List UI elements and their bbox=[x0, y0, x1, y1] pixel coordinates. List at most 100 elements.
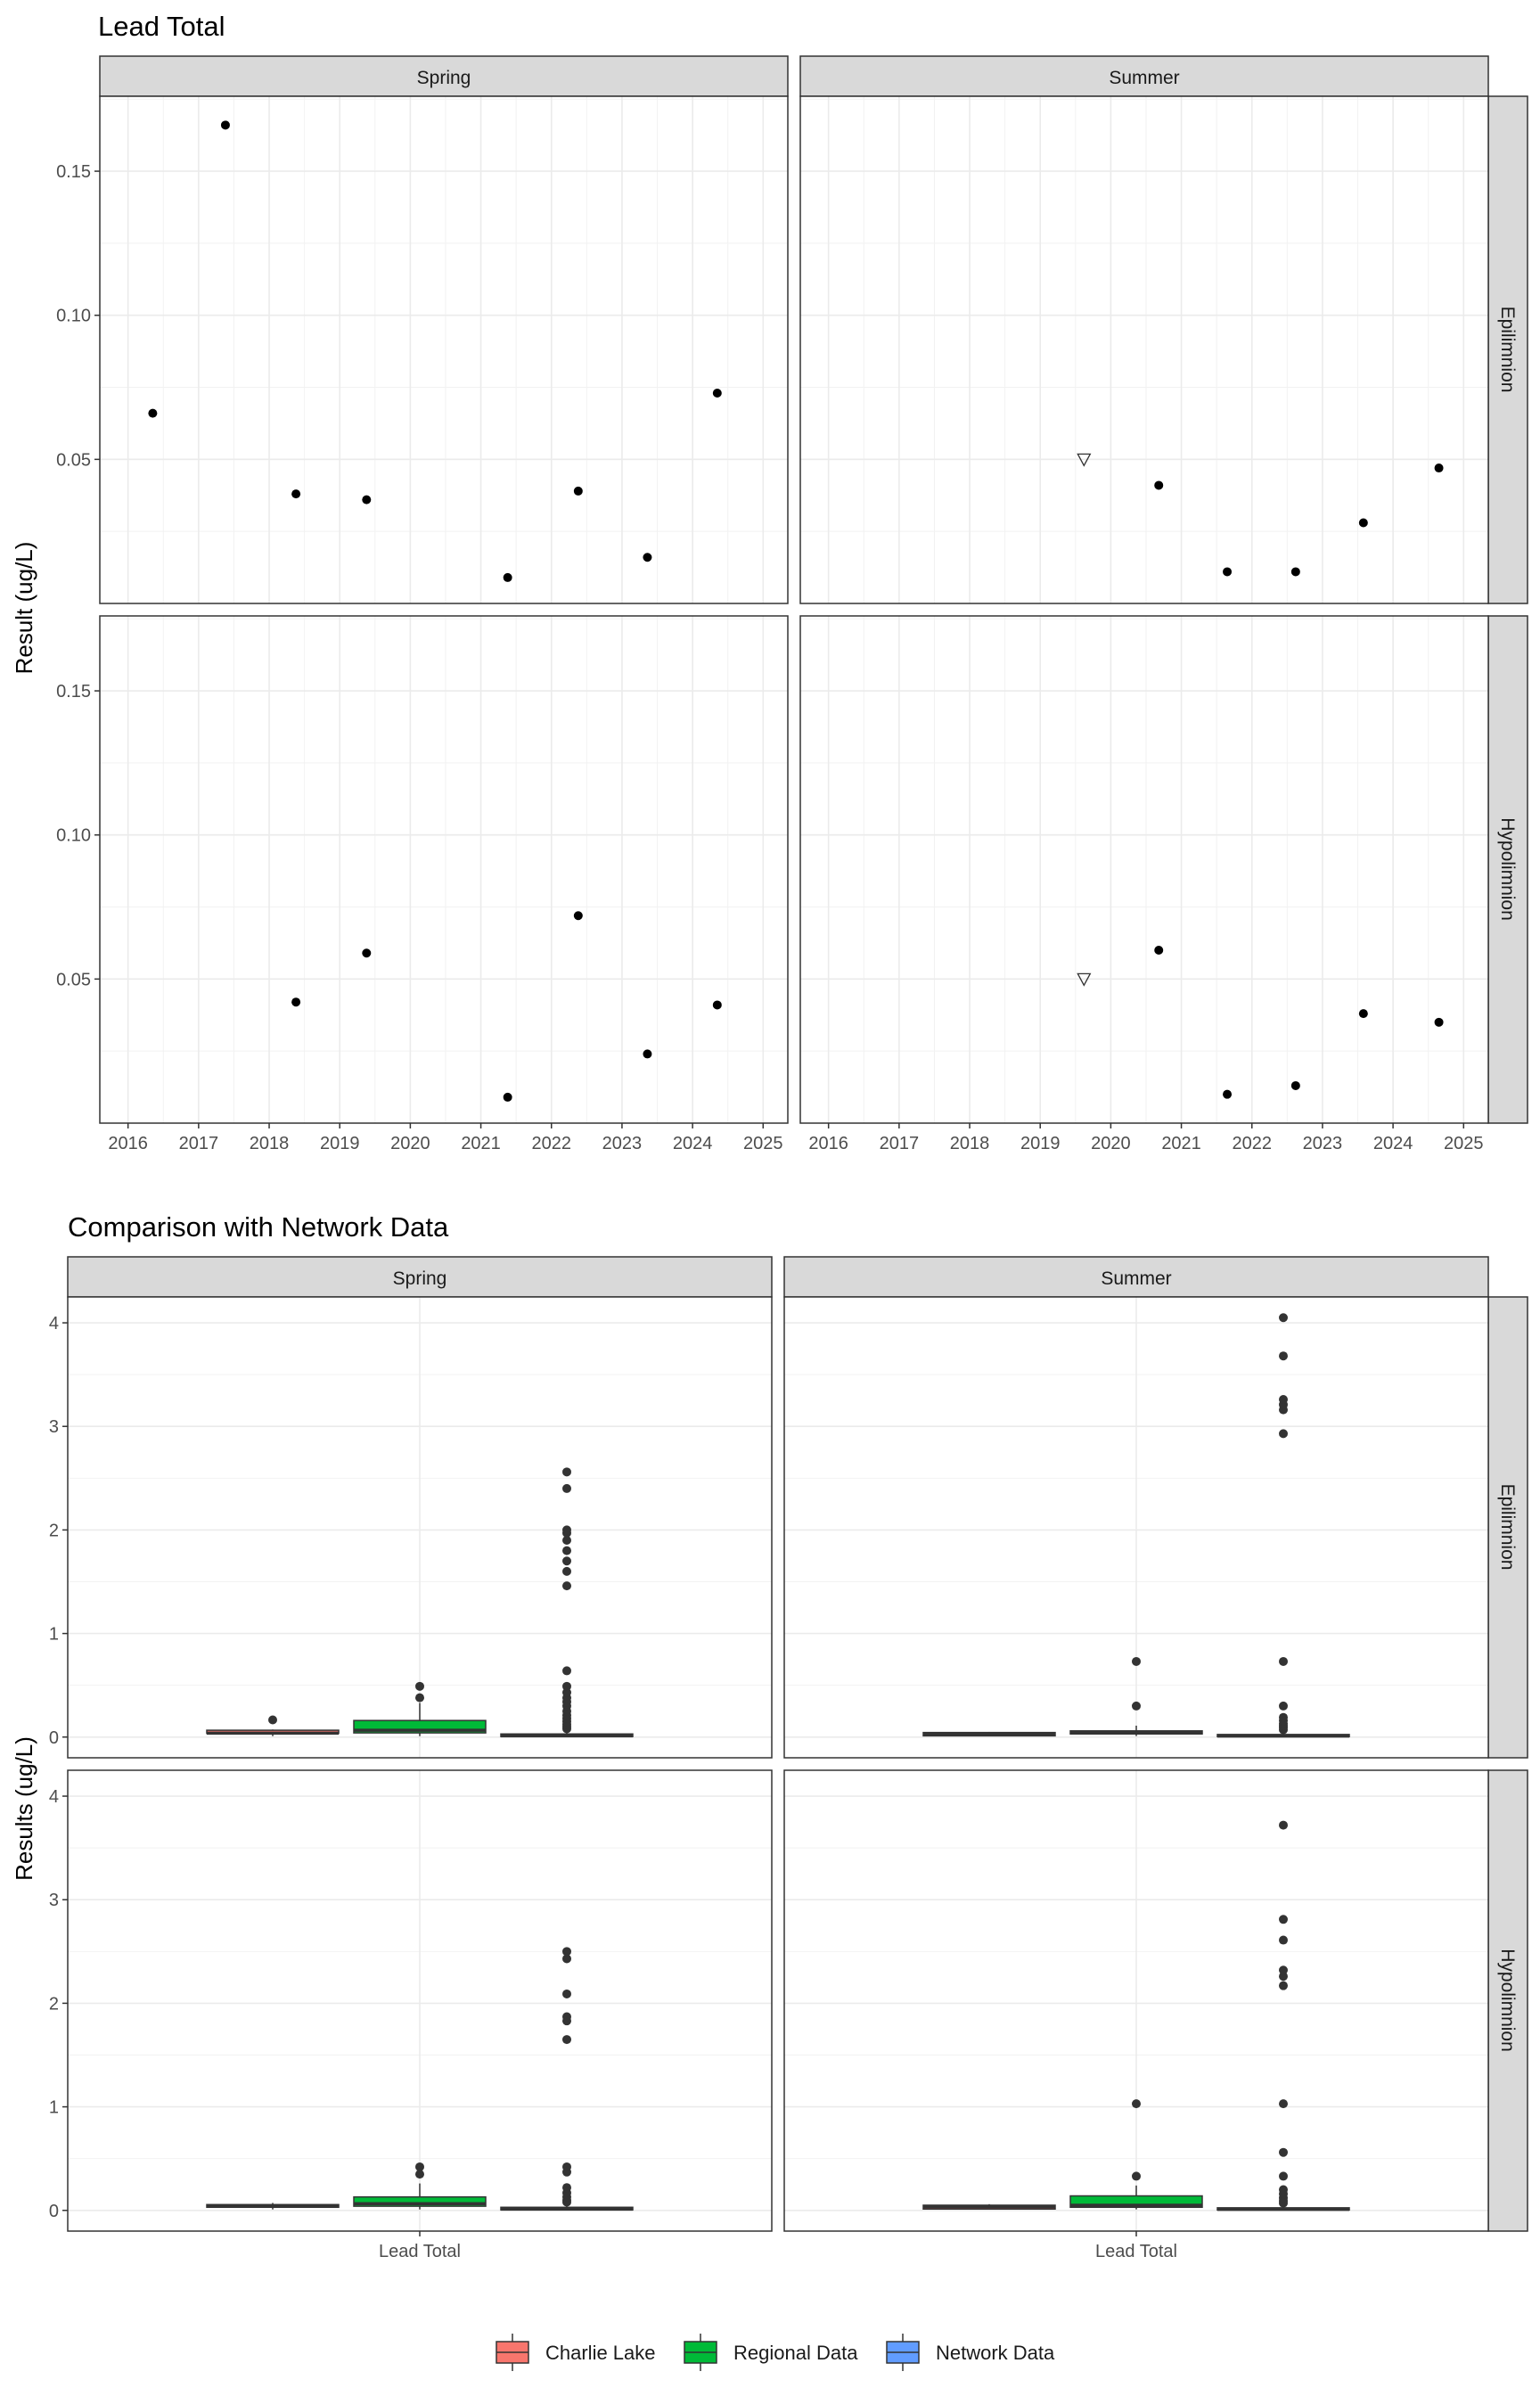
c2-outlier bbox=[562, 1681, 571, 1691]
c1-x-tick-label: 2021 bbox=[461, 1134, 501, 1153]
legend-label: Network Data bbox=[936, 2342, 1055, 2364]
c1-x-tick-label: 2019 bbox=[320, 1134, 360, 1153]
c2-outlier bbox=[1132, 1656, 1141, 1666]
c2-y-tick-label: 0 bbox=[49, 1728, 59, 1748]
c1-x-tick-label: 2016 bbox=[808, 1134, 848, 1153]
chart1-x-axis: 2016 2017 2018 2019 2020 2021 2022 2023 2024 2025… bbox=[108, 1123, 1484, 1153]
chart1-y-axis: 0.05 0.10 0.15 0.05 0.10 0.15 bbox=[56, 162, 100, 989]
c2-y-tick-label: 4 bbox=[49, 1787, 59, 1807]
c1-panel-bg bbox=[100, 96, 788, 603]
c2-outlier bbox=[1279, 1395, 1288, 1405]
c1-x-tick-label: 2023 bbox=[1303, 1134, 1343, 1153]
legend: Charlie Lake Regional Data Network Data bbox=[496, 2334, 1055, 2371]
c2-outlier bbox=[1279, 1965, 1288, 1975]
c1-point bbox=[573, 486, 583, 496]
c1-strip-spring bbox=[99, 55, 789, 97]
c1-point bbox=[1290, 567, 1300, 577]
c2-outlier bbox=[415, 2170, 424, 2179]
c1-x-tick-label: 2022 bbox=[531, 1134, 571, 1153]
c2-y-tick-label: 3 bbox=[49, 1891, 59, 1910]
c1-point bbox=[148, 408, 158, 418]
c2-outlier bbox=[1279, 1981, 1288, 1990]
c2-outlier bbox=[562, 2183, 571, 2193]
c1-strip-summer bbox=[799, 55, 1489, 97]
c2-y-tick-label: 2 bbox=[49, 1521, 59, 1540]
c1-strip-epilimnion bbox=[1487, 95, 1528, 604]
c2-panel-border bbox=[783, 1296, 1489, 1759]
c2-strip-summer bbox=[783, 1256, 1489, 1298]
c2-outlier bbox=[268, 1715, 277, 1725]
c2-outlier bbox=[562, 1483, 571, 1493]
c2-outlier bbox=[415, 2162, 424, 2171]
c2-outlier bbox=[1132, 2099, 1141, 2109]
c2-y-tick-label: 4 bbox=[49, 1314, 59, 1333]
c1-x-tick-label: 2021 bbox=[1161, 1134, 1201, 1153]
legend-label: Charlie Lake bbox=[545, 2342, 656, 2364]
c2-outlier bbox=[1279, 2171, 1288, 2181]
c1-point bbox=[712, 1000, 722, 1010]
c2-outlier bbox=[562, 2162, 571, 2171]
c1-panel-border bbox=[799, 615, 1489, 1124]
legend-item: Regional Data bbox=[684, 2334, 858, 2371]
c2-outlier bbox=[562, 1989, 571, 1998]
c1-y-tick-label: 0.05 bbox=[56, 450, 91, 470]
c1-x-tick-label: 2019 bbox=[1020, 1134, 1061, 1153]
c2-outlier bbox=[1279, 2099, 1288, 2109]
c1-x-tick-label: 2025 bbox=[1444, 1134, 1484, 1153]
c2-outlier bbox=[562, 1536, 571, 1546]
c1-x-tick-label: 2018 bbox=[250, 1134, 290, 1153]
c1-point bbox=[291, 997, 301, 1007]
c1-point bbox=[220, 120, 230, 130]
c1-panel-bg bbox=[800, 616, 1488, 1123]
c1-point bbox=[503, 572, 512, 582]
c1-panel-bg bbox=[100, 616, 788, 1123]
chart2-title: Comparison with Network Data bbox=[68, 1211, 449, 1243]
c2-outlier bbox=[1279, 1701, 1288, 1711]
c2-strip-hypolimnion bbox=[1487, 1769, 1528, 2232]
legend-item: Network Data bbox=[886, 2334, 1055, 2371]
c2-outlier bbox=[1279, 2185, 1288, 2195]
c1-point bbox=[362, 495, 372, 505]
c2-outlier bbox=[1132, 1701, 1141, 1711]
c2-box bbox=[353, 2195, 487, 2207]
chart1-panels bbox=[99, 95, 1489, 1124]
c2-outlier bbox=[1279, 1351, 1288, 1361]
c2-panel-border bbox=[67, 1296, 773, 1759]
c2-outlier bbox=[1279, 1313, 1288, 1323]
c1-x-tick-label: 2022 bbox=[1232, 1134, 1272, 1153]
c1-x-tick-label: 2025 bbox=[743, 1134, 783, 1153]
c2-outlier bbox=[1279, 2147, 1288, 2157]
c2-y-tick-label: 1 bbox=[49, 1625, 59, 1645]
c1-x-tick-label: 2017 bbox=[880, 1134, 920, 1153]
c1-point bbox=[1434, 464, 1444, 473]
c2-strip-summer-label: Summer bbox=[1101, 1268, 1171, 1289]
c2-y-tick-label: 3 bbox=[49, 1417, 59, 1437]
c1-point bbox=[573, 911, 583, 921]
c2-outlier bbox=[562, 2035, 571, 2045]
c2-outlier bbox=[562, 1525, 571, 1535]
c1-strip-epilimnion-label: Epilimnion bbox=[1497, 307, 1518, 393]
c2-outlier bbox=[562, 2012, 571, 2022]
c1-panel-border bbox=[99, 95, 789, 604]
c2-strip-epilimnion bbox=[1487, 1296, 1528, 1759]
c1-x-tick-label: 2017 bbox=[179, 1134, 219, 1153]
c2-outlier bbox=[1279, 1820, 1288, 1830]
c1-point bbox=[291, 489, 301, 499]
c1-point bbox=[1434, 1017, 1444, 1027]
c1-panel-bg bbox=[800, 96, 1488, 603]
c2-outlier bbox=[1279, 1972, 1288, 1982]
c2-x-tick-label: Lead Total bbox=[1095, 2242, 1177, 2261]
chart2-y-axis-label: Results (ug/L) bbox=[11, 1736, 37, 1881]
c1-y-tick-label: 0.05 bbox=[56, 970, 91, 989]
c1-point bbox=[1223, 1089, 1233, 1099]
c2-outlier bbox=[1279, 1935, 1288, 1945]
c2-outlier bbox=[415, 1681, 424, 1691]
chart2-y-axis: 0 1 2 3 4 0 1 2 3 4 bbox=[49, 1314, 68, 2221]
c1-point bbox=[1290, 1080, 1300, 1090]
c1-strip-hypolimnion bbox=[1487, 615, 1528, 1124]
c2-outlier bbox=[562, 1467, 571, 1477]
c1-x-tick-label: 2018 bbox=[950, 1134, 990, 1153]
c1-point bbox=[1358, 1009, 1368, 1019]
c2-y-tick-label: 2 bbox=[49, 1994, 59, 2014]
